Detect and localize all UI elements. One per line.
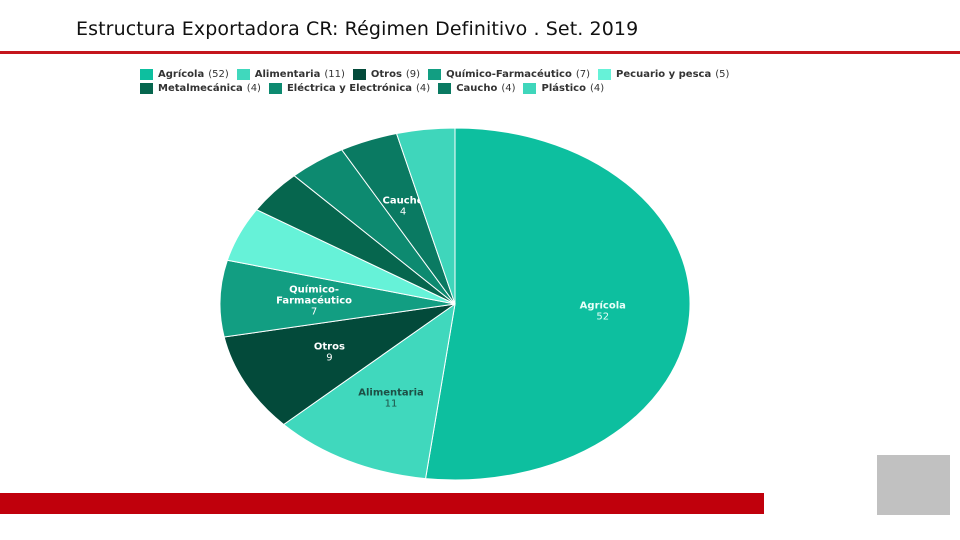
slice-label: Agrícola xyxy=(580,300,626,312)
legend-label: Otros xyxy=(370,69,402,80)
legend-item: Metalmecánica (4) xyxy=(140,82,261,95)
legend-item: Otros (9) xyxy=(352,68,421,81)
pie-slice xyxy=(223,303,456,426)
pie-slice xyxy=(219,259,456,338)
legend-label: Caucho xyxy=(456,83,498,94)
legend-item: Agrícola (52) xyxy=(140,68,229,81)
legend-count: (4) xyxy=(589,83,605,94)
slice-label: Alimentaria xyxy=(358,388,424,399)
grey-placeholder-box xyxy=(877,455,950,515)
legend-count: (52) xyxy=(208,69,229,80)
legend-label: Alimentaria xyxy=(254,69,321,80)
legend-item: Alimentaria (11) xyxy=(236,68,345,81)
legend-item: Pecuario y pesca (5) xyxy=(598,68,729,81)
slice-value-label: 52 xyxy=(596,312,609,323)
legend-swatch xyxy=(140,83,153,94)
legend-label: Eléctrica y Electrónica xyxy=(286,83,413,94)
legend-count: (4) xyxy=(246,83,261,94)
legend-swatch xyxy=(352,69,366,80)
legend-swatch xyxy=(236,69,250,80)
footer-red-bar xyxy=(0,493,764,514)
slide-title: Estructura Exportadora CR: Régimen Defin… xyxy=(76,18,639,40)
legend-swatch xyxy=(438,83,452,94)
legend-swatch xyxy=(598,69,612,80)
legend-label: Pecuario y pesca xyxy=(616,69,712,80)
slice-label: Químico- xyxy=(289,284,339,296)
slice-label: Farmacéutico xyxy=(276,295,352,307)
pie-slice xyxy=(282,302,456,480)
legend-swatch xyxy=(268,83,282,94)
slice-value-label: 4 xyxy=(400,206,406,217)
legend-swatch xyxy=(428,69,442,80)
slice-label: Otros xyxy=(314,341,345,352)
legend-count: (9) xyxy=(405,69,421,80)
legend-item: Plástico (4) xyxy=(523,82,604,95)
legend-swatch xyxy=(523,83,537,94)
pie-slice xyxy=(395,127,456,305)
legend-item: Eléctrica y Electrónica (4) xyxy=(268,82,431,95)
legend-label: Plástico xyxy=(541,83,586,94)
legend-count: (5) xyxy=(715,69,730,80)
pie-slice xyxy=(424,127,691,481)
legend-label: Metalmecánica xyxy=(158,83,243,94)
legend-swatch xyxy=(140,69,153,80)
legend-count: (4) xyxy=(416,83,431,94)
chart-legend: Agrícola (52) Alimentaria (11) Otros (9) Quími… xyxy=(140,68,740,95)
slice-label: Caucho xyxy=(383,195,424,206)
title-divider xyxy=(0,51,960,54)
legend-count: (4) xyxy=(501,83,516,94)
legend-item: Caucho (4) xyxy=(438,82,515,95)
legend-label: Químico-Farmacéutico xyxy=(446,69,572,80)
legend-item: Químico-Farmacéutico (7) xyxy=(428,68,590,81)
slice-value-label: 9 xyxy=(326,352,332,363)
legend-count: (11) xyxy=(324,69,345,80)
legend-count: (7) xyxy=(575,69,591,80)
legend-label: Agrícola xyxy=(158,69,205,80)
slice-value-label: 7 xyxy=(311,307,317,318)
slice-value-label: 11 xyxy=(385,399,398,410)
